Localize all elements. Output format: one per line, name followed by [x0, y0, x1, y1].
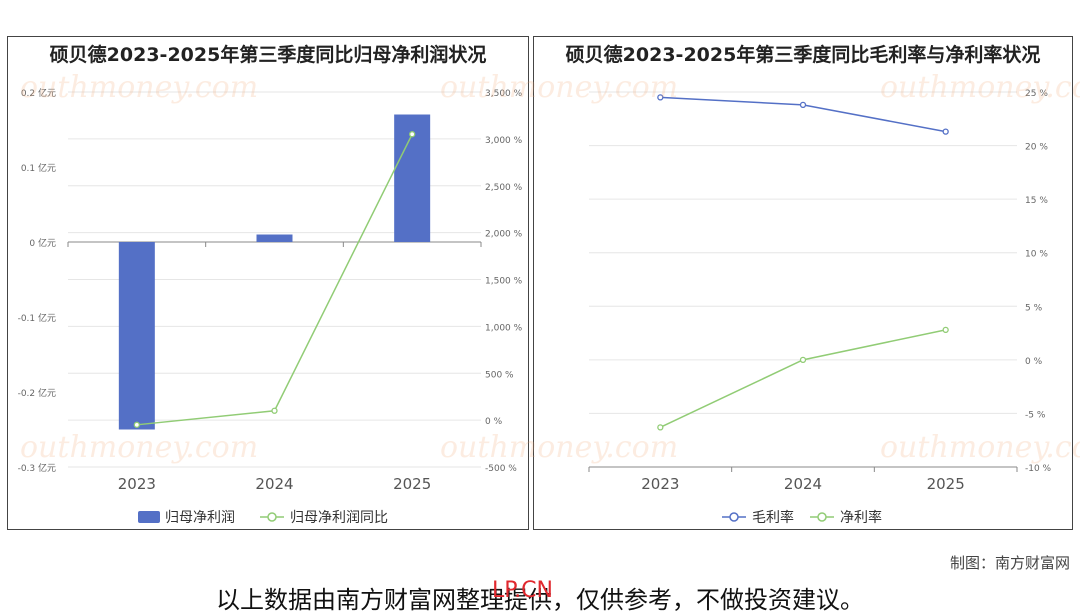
y-right-tick-label: -5 %	[1025, 410, 1046, 420]
yoy-point-2024	[271, 407, 278, 414]
legend-label: 毛利率	[752, 509, 794, 526]
x-tick-label: 2023	[118, 475, 156, 493]
series-point-0-2025	[942, 128, 949, 135]
y-right-tick-label: 10 %	[1025, 250, 1048, 260]
x-tick-label: 2025	[393, 475, 431, 493]
y-right-tick-label: 3,500 %	[485, 89, 523, 99]
y-left-tick-label: -0.3 亿元	[18, 462, 56, 474]
legend-label: 归母净利润同比	[290, 509, 388, 526]
y-left-tick-label: -0.1 亿元	[18, 312, 56, 324]
y-right-tick-label: 2,000 %	[485, 230, 523, 240]
x-tick-label: 2024	[784, 475, 822, 493]
margin-chart-svg: -10 % -5 % 0 % 5 % 10 % 15 % 20 % 25 % 2023 2024 2…	[588, 89, 1052, 526]
series-point-0-2024	[799, 101, 807, 109]
x-tick-label: 2023	[641, 475, 679, 493]
series-point-0-2023	[657, 94, 664, 101]
series-point-1-2025	[942, 326, 949, 334]
y-right-tick-label: 25 %	[1025, 89, 1048, 99]
y-left-tick-label: 0.1 亿元	[21, 162, 56, 174]
legend-swatch-marker	[729, 512, 739, 522]
chart-title: 硕贝德2023-2025年第三季度同比归母净利润状况	[49, 44, 487, 66]
y-left-tick-label: -0.2 亿元	[18, 387, 56, 399]
y-right-tick-label: 2,500 %	[485, 183, 523, 193]
x-tick-label: 2025	[927, 475, 965, 493]
chart-panel-profit: 硕贝德2023-2025年第三季度同比归母净利润状况 -0.3 亿元 -0.2 亿…	[7, 36, 529, 530]
series-line-1	[660, 329, 946, 429]
y-right-tick-label: -10 %	[1025, 464, 1052, 474]
y-right-tick-label: 1,000 %	[485, 323, 523, 333]
x-tick-label: 2024	[255, 475, 293, 493]
bar-2023	[118, 242, 155, 430]
yoy-point-2023	[133, 421, 140, 428]
y-left-tick-label: 0.2 亿元	[21, 87, 56, 99]
y-right-tick-label: -500 %	[485, 464, 517, 474]
series-point-1-2023	[657, 424, 664, 431]
legend-swatch-marker	[267, 512, 277, 522]
y-right-tick-label: 5 %	[1025, 303, 1043, 313]
credit-text: 制图：南方财富网	[949, 554, 1070, 572]
chart-panel-margin: 硕贝德2023-2025年第三季度同比毛利率与净利率状况 -10 % -5 % 0 …	[533, 36, 1073, 530]
series-point-1-2024	[799, 356, 807, 364]
yoy-point-2025	[409, 131, 416, 138]
y-right-tick-label: 0 %	[1025, 357, 1043, 367]
legend-label: 归母净利润	[165, 509, 235, 526]
overlay-text: LP.CN	[492, 578, 553, 603]
bar-2024	[256, 234, 293, 242]
legend-label: 净利率	[840, 509, 882, 526]
y-left-tick-label: 0 亿元	[29, 237, 56, 249]
y-right-tick-label: 1,500 %	[485, 277, 523, 287]
legend-swatch-bar	[138, 511, 160, 523]
y-right-tick-label: 15 %	[1025, 196, 1048, 206]
disclaimer-text: 以上数据由南方财富网整理提供，仅供参考，不做投资建议。	[216, 586, 864, 614]
y-right-tick-label: 0 %	[485, 417, 503, 427]
legend-swatch-marker	[817, 512, 827, 522]
y-right-tick-label: 500 %	[485, 370, 514, 380]
y-right-tick-label: 20 %	[1025, 143, 1048, 153]
profit-chart-svg: -0.3 亿元 -0.2 亿元 -0.1 亿元 0 亿元 0.1 亿元 0.2 亿元 -50…	[18, 87, 523, 526]
y-right-tick-label: 3,000 %	[485, 136, 523, 146]
chart-title: 硕贝德2023-2025年第三季度同比毛利率与净利率状况	[565, 44, 1041, 66]
